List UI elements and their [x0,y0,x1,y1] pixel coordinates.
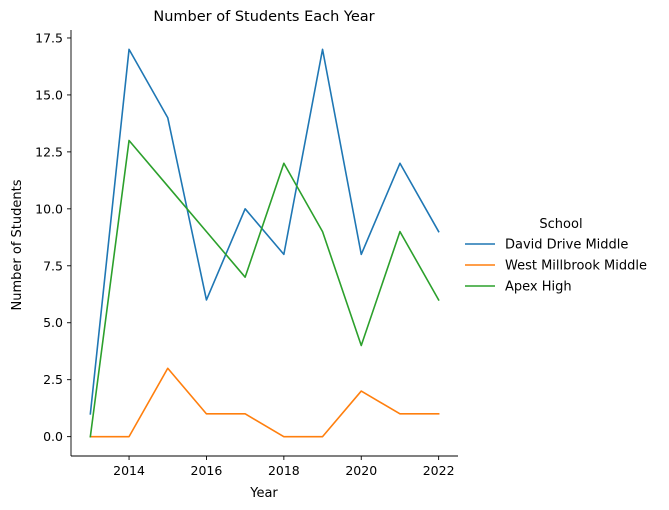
y-tick-label: 7.5 [43,258,63,273]
x-tick-label: 2020 [345,463,377,478]
legend-label: Apex High [505,280,572,295]
y-tick-label: 12.5 [35,144,63,159]
y-tick-label: 2.5 [43,372,63,387]
y-axis: 0.0 2.5 5.0 7.5 10.0 12.5 15.0 17.5 [35,30,72,456]
chart-title: Number of Students Each Year [153,9,374,25]
y-axis-label: Number of Students [10,179,25,310]
series-line-3 [89,139,440,438]
legend: School David Drive Middle West Millbrook … [465,217,647,295]
x-axis: 2014 2016 2018 2020 2022 [71,455,458,478]
y-tick-label: 15.0 [35,87,63,102]
x-tick-label: 2014 [113,463,145,478]
y-tick-label: 5.0 [43,315,63,330]
series-line-1 [89,48,440,415]
y-tick-label: 17.5 [35,30,63,45]
y-tick-label: 10.0 [35,201,63,216]
legend-label: West Millbrook Middle [505,259,647,274]
legend-label: David Drive Middle [505,238,628,253]
x-axis-label: Year [249,486,278,501]
x-tick-label: 2022 [423,463,455,478]
plot-area [89,48,440,438]
x-tick-label: 2018 [268,463,300,478]
series-line-2 [89,367,440,438]
x-tick-label: 2016 [191,463,223,478]
legend-title: School [539,217,582,232]
y-tick-label: 0.0 [43,429,63,444]
